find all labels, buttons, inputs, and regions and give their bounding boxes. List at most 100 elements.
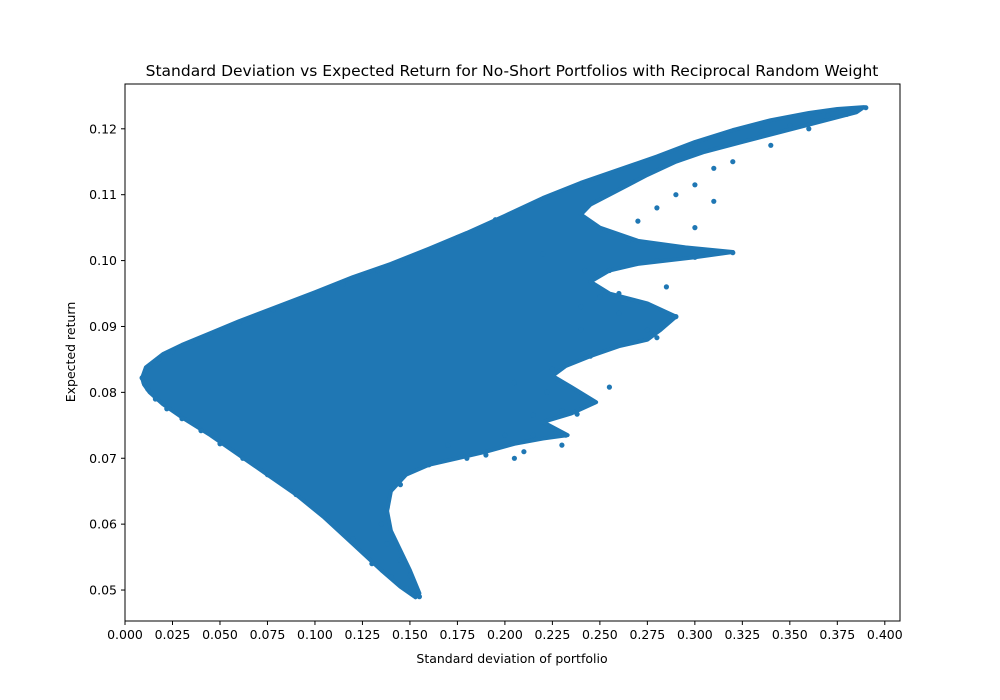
scatter-point — [207, 331, 214, 337]
y-tick-label: 0.06 — [89, 517, 117, 532]
plot-frame — [124, 83, 901, 622]
y-axis: 0.05 0.06 0.07 0.08 0.09 0.10 0.11 0.12 — [89, 121, 125, 598]
scatter-point — [654, 205, 660, 211]
scatter-point — [492, 217, 498, 223]
x-tick-label: 0.250 — [582, 627, 618, 642]
y-tick-label: 0.05 — [89, 583, 117, 598]
scatter-point — [597, 294, 603, 300]
scatter-point — [730, 250, 736, 256]
scatter-point — [654, 335, 660, 341]
scatter-point — [511, 455, 517, 461]
scatter-point — [445, 442, 451, 448]
scatter-point — [198, 428, 204, 434]
scatter-point — [787, 122, 793, 129]
scatter-point — [375, 267, 381, 274]
x-tick-label: 0.350 — [772, 627, 808, 642]
scatter-point — [692, 142, 698, 148]
scatter-point — [606, 384, 613, 390]
scatter-point — [692, 182, 698, 188]
scatter-cloud — [140, 105, 866, 600]
x-tick-label: 0.275 — [629, 627, 665, 642]
scatter-point — [711, 165, 717, 171]
scatter-point — [350, 536, 356, 542]
x-axis: 0.000 0.025 0.050 0.075 0.100 0.125 0.150 0.175… — [107, 621, 903, 642]
scatter-point — [625, 238, 632, 244]
scatter-point — [156, 356, 162, 362]
scatter-point — [582, 267, 588, 274]
scatter-point — [587, 353, 594, 359]
x-tick-label: 0.200 — [487, 627, 523, 642]
scatter-point — [692, 254, 698, 260]
scatter-point — [302, 294, 309, 300]
data-points — [139, 105, 869, 600]
scatter-point — [663, 284, 670, 290]
scatter-point — [574, 411, 580, 417]
scatter-point — [169, 348, 176, 355]
scatter-point — [483, 452, 489, 458]
scatter-point — [378, 521, 384, 527]
y-tick-label: 0.12 — [89, 121, 117, 136]
x-tick-label: 0.400 — [867, 627, 903, 642]
scatter-point — [426, 462, 432, 468]
scatter-point — [563, 432, 569, 438]
scatter-point — [559, 442, 565, 448]
scatter-point — [616, 290, 622, 297]
scatter-point — [139, 375, 145, 381]
scatter-point — [340, 281, 346, 287]
scatter-point — [384, 541, 390, 547]
scatter-point — [673, 192, 679, 198]
scatter-point — [616, 310, 622, 316]
scatter-point — [407, 572, 413, 579]
scatter-point — [578, 304, 584, 310]
x-tick-label: 0.175 — [440, 627, 476, 642]
scatter-point — [654, 258, 660, 264]
y-tick-label: 0.08 — [89, 385, 117, 400]
x-tick-label: 0.375 — [819, 627, 855, 642]
scatter-point — [635, 218, 641, 224]
scatter-point — [591, 399, 597, 405]
scatter-point — [179, 416, 185, 422]
scatter-point — [464, 455, 470, 461]
scatter-point — [416, 594, 422, 600]
scatter-point — [143, 368, 149, 374]
scatter-point — [164, 406, 170, 412]
scatter-point — [240, 455, 246, 461]
scatter-point — [711, 198, 717, 204]
scatter-point — [758, 129, 764, 135]
scatter-point — [502, 432, 508, 438]
scatter-point — [321, 513, 327, 519]
scatter-point — [806, 126, 812, 132]
scatter-point — [411, 591, 417, 597]
scatter-point — [147, 363, 153, 369]
scatter-point — [549, 426, 556, 432]
x-tick-label: 0.025 — [155, 627, 191, 642]
scatter-point — [578, 182, 584, 188]
x-tick-label: 0.050 — [202, 627, 238, 642]
y-tick-label: 0.07 — [89, 451, 117, 466]
x-tick-label: 0.075 — [250, 627, 286, 642]
scatter-point — [521, 449, 527, 455]
scatter-point — [863, 105, 869, 111]
x-tick-label: 0.125 — [345, 627, 381, 642]
scatter-point — [145, 386, 151, 392]
scatter-point — [264, 472, 271, 478]
scatter-point — [511, 379, 517, 386]
y-tick-label: 0.09 — [89, 319, 117, 334]
scatter-point — [825, 113, 831, 119]
y-axis-label: Expected return — [63, 302, 78, 403]
scatter-point — [692, 225, 698, 231]
scatter-point — [530, 412, 537, 418]
scatter-point — [141, 379, 147, 386]
scatter-point — [644, 327, 651, 333]
data-cloud — [140, 105, 866, 600]
x-tick-label: 0.150 — [392, 627, 428, 642]
scatter-point — [768, 142, 774, 148]
y-tick-label: 0.11 — [89, 187, 117, 202]
scatter-point — [844, 111, 850, 117]
scatter-point — [530, 432, 537, 438]
x-tick-label: 0.000 — [107, 627, 143, 642]
scatter-point — [578, 327, 584, 333]
scatter-point — [397, 557, 403, 564]
scatter-point — [152, 396, 158, 402]
